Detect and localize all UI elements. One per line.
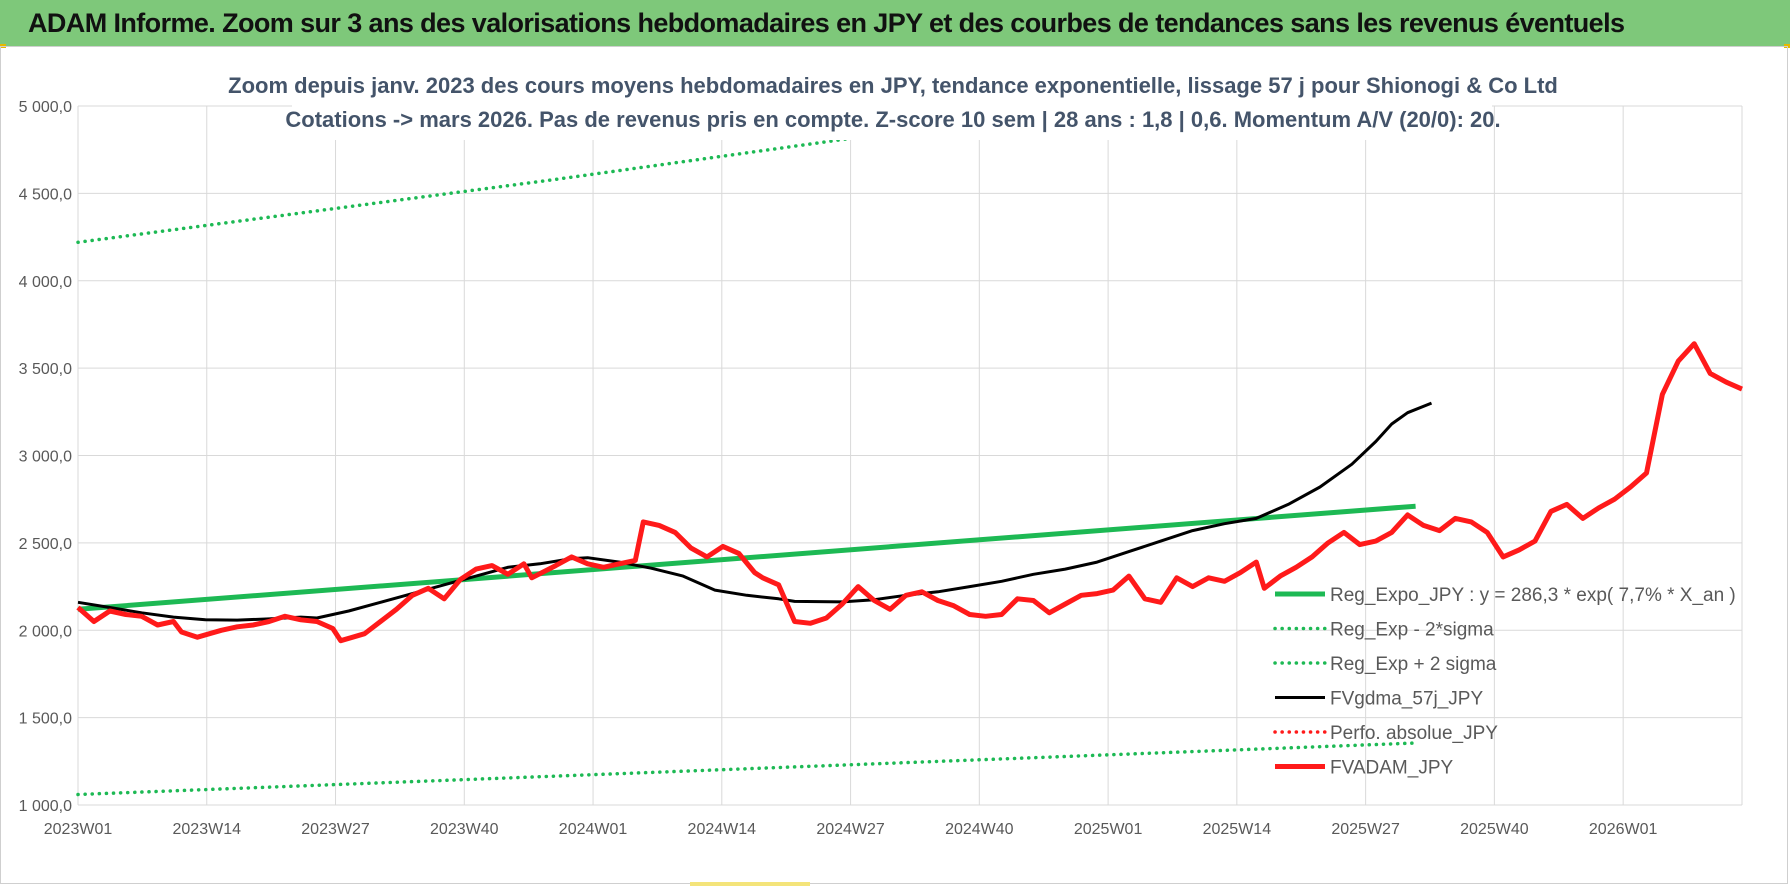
chart-grid xyxy=(77,105,1743,806)
x-tick-label: 2026W01 xyxy=(1589,821,1658,838)
x-tick-label: 2023W14 xyxy=(173,821,242,838)
x-tick-label: 2024W01 xyxy=(559,821,628,838)
legend-label-fvadam: FVADAM_JPY xyxy=(1330,758,1454,779)
legend-label-fvgdma-57j: FVgdma_57j_JPY xyxy=(1330,689,1483,710)
chart-axes: 1 000,0 1 500,0 2 000,0 2 500,0 3 000,0 3 500… xyxy=(19,99,1658,838)
x-tick-label: 2024W14 xyxy=(688,821,757,838)
legend-label-reg-minus-2sigma: Reg_Exp - 2*sigma xyxy=(1330,620,1494,641)
y-tick-label: 2 000,0 xyxy=(19,623,72,640)
x-tick-label: 2025W27 xyxy=(1331,821,1400,838)
legend-label-reg-plus-2sigma: Reg_Exp + 2 sigma xyxy=(1330,654,1497,675)
legend-label-perfo-absolue: Perfo. absolue_JPY xyxy=(1330,723,1498,744)
chart-subtitle-line-2: Cotations -> mars 2026. Pas de revenus p… xyxy=(285,107,1500,132)
y-tick-label: 5 000,0 xyxy=(19,99,72,116)
y-tick-label: 1 500,0 xyxy=(19,711,72,728)
y-tick-label: 1 000,0 xyxy=(19,798,72,815)
x-tick-label: 2025W40 xyxy=(1460,821,1529,838)
y-tick-label: 3 500,0 xyxy=(19,361,72,378)
chart-legend: Reg_Expo_JPY : y = 286,3 * exp( 7,7% * X… xyxy=(1273,585,1736,779)
title-banner: ADAM Informe. Zoom sur 3 ans des valoris… xyxy=(0,0,1790,47)
y-tick-label: 4 000,0 xyxy=(19,274,72,291)
series-line-fvadam xyxy=(76,341,1744,644)
x-tick-label: 2025W01 xyxy=(1074,821,1143,838)
series-line-reg-plus-2sigma xyxy=(76,104,1418,245)
x-tick-label: 2024W27 xyxy=(816,821,885,838)
legend-label-reg-expo: Reg_Expo_JPY : y = 286,3 * exp( 7,7% * X… xyxy=(1330,585,1736,606)
series-line-fvgdma-57j xyxy=(77,401,1433,622)
x-tick-label: 2024W40 xyxy=(945,821,1014,838)
y-tick-label: 4 500,0 xyxy=(19,186,72,203)
subtitle-backdrop xyxy=(292,68,1492,140)
x-tick-label: 2023W27 xyxy=(301,821,370,838)
frame-bottom-marker xyxy=(690,882,810,886)
y-tick-label: 3 000,0 xyxy=(19,449,72,466)
chart-subtitle-line-1: Zoom depuis janv. 2023 des cours moyens … xyxy=(228,73,1558,98)
y-tick-label: 2 500,0 xyxy=(19,536,72,553)
x-tick-label: 2023W01 xyxy=(44,821,113,838)
x-tick-label: 2025W14 xyxy=(1203,821,1272,838)
report-title: ADAM Informe. Zoom sur 3 ans des valoris… xyxy=(28,8,1625,38)
x-tick-label: 2023W40 xyxy=(430,821,499,838)
series-line-reg-minus-2sigma xyxy=(76,741,1418,797)
chart-frame xyxy=(0,46,1788,884)
chart-series xyxy=(76,104,1744,797)
series-line-reg-expo xyxy=(77,503,1416,612)
